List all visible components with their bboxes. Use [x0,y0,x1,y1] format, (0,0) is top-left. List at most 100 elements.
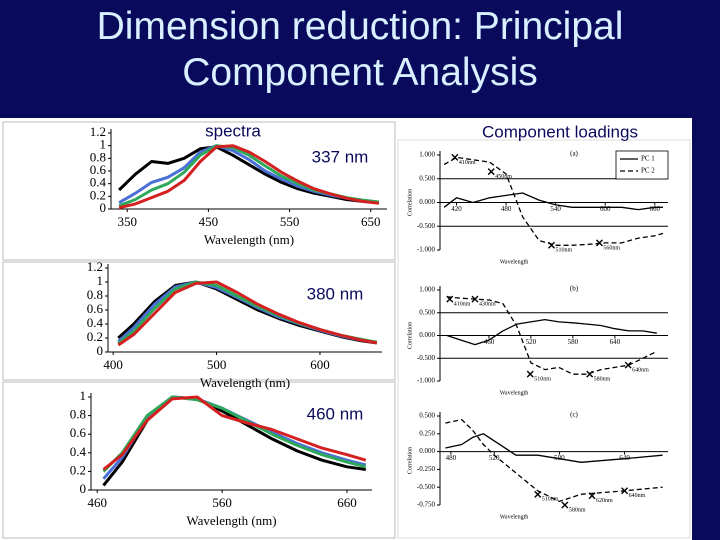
annotation: 410nm [454,301,471,307]
chart-title: (b) [570,285,579,293]
y-tick-label: -1.000 [417,377,436,385]
annotation: 580nm [594,377,611,383]
series-line [102,395,367,473]
y-tick-label: 0.000 [419,331,435,339]
slide-content: spectra 337 nm 380 nm 460 nm Component l… [0,118,692,540]
y-tick-label: 1 [97,273,104,288]
y-tick-label: 0.250 [419,429,435,437]
panel-frame [2,261,396,381]
x-tick-label: 420 [451,205,462,213]
chart-title: (c) [570,411,578,419]
x-tick-label: 400 [103,357,123,372]
series-line [117,280,378,347]
legend-label: PC 1 [641,155,655,163]
x-tick-label: 480 [446,454,457,462]
x-tick-label: 560 [212,495,232,510]
x-axis-label: Wavelength (nm) [204,232,294,247]
y-tick-label: 0 [100,200,107,215]
x-tick-label: 520 [526,338,537,346]
y-tick-label: -0.500 [417,354,436,362]
y-tick-label: 0.4 [87,315,104,330]
y-tick-label: 0.4 [90,175,107,190]
annotation-marker [621,487,629,495]
y-tick-label: 0.4 [70,444,87,459]
y-tick-label: 0.500 [419,174,435,182]
x-axis-label: Wavelength [500,390,529,396]
annotation: 640nm [632,367,649,373]
x-tick-label: 460 [87,495,107,510]
y-tick-label: 0.6 [70,425,87,440]
x-tick-label: 600 [600,205,611,213]
y-tick-label: -0.500 [417,222,436,230]
x-tick-label: 660 [337,495,357,510]
y-tick-label: 1.000 [419,286,435,294]
y-tick-label: 1 [80,388,87,403]
annotation: 410nm [459,160,476,166]
panel-frame [2,121,396,261]
x-axis-label: Wavelength (nm) [186,513,276,528]
x-tick-label: 540 [550,205,561,213]
annotation: 560nm [603,245,620,251]
y-tick-label: 0.000 [419,198,435,206]
x-tick-label: 460 [484,338,495,346]
x-tick-label: 520 [489,454,500,462]
y-tick-label: 0.8 [70,407,86,422]
y-tick-label: 0.2 [70,462,86,477]
x-tick-label: 350 [117,214,137,229]
panel-frame [397,139,691,539]
annotation-marker [471,295,479,303]
annotation-marker [595,239,603,247]
x-tick-label: 580 [568,338,579,346]
annotation-marker [446,295,454,303]
y-tick-label: 1 [100,137,107,152]
y-tick-label: 0.6 [90,162,107,177]
y-tick-label: 0.000 [419,447,435,455]
series-line [443,192,663,211]
panel-label: 337 nm [312,147,369,166]
annotation-marker [588,492,596,500]
y-tick-label: 0.2 [87,329,103,344]
annotation-marker [586,370,594,378]
series-line [443,156,664,246]
annotation-marker [548,241,556,249]
y-axis-label: Correlation [407,322,413,349]
y-tick-label: -0.250 [417,465,436,473]
annotation: 510nm [556,248,573,254]
panel-frame [2,381,396,539]
y-tick-label: 0.6 [87,301,104,316]
annotation-marker [534,490,542,498]
annotation: 620nm [596,498,613,504]
y-axis-label: Correlation [407,447,413,474]
x-tick-label: 450 [199,214,219,229]
y-tick-label: 0.8 [87,287,103,302]
x-tick-label: 480 [501,205,512,213]
panel-label: Component loadings [482,122,638,141]
series-line [445,418,663,503]
annotation: 580nm [569,507,586,513]
annotation-marker [526,370,534,378]
annotation-marker [624,361,632,369]
series-line [118,144,380,210]
series-line [102,395,367,471]
x-tick-label: 640 [610,338,621,346]
y-tick-label: 0 [97,343,104,358]
annotation: 510nm [542,497,559,503]
x-tick-label: 660 [650,205,661,213]
y-tick-label: 1.2 [87,259,103,274]
y-tick-label: 0 [80,481,87,496]
y-tick-label: 0.500 [419,308,435,316]
x-axis-label: Wavelength (nm) [200,375,290,390]
y-tick-label: 1.2 [90,124,106,139]
y-tick-label: 0.2 [90,187,106,202]
x-tick-label: 650 [361,214,381,229]
y-tick-label: -0.500 [417,483,436,491]
x-tick-label: 500 [207,357,227,372]
y-tick-label: 0.500 [419,412,435,420]
legend-box [615,150,669,180]
x-tick-label: 550 [280,214,300,229]
series-line [445,433,663,463]
panel-label: 460 nm [307,404,364,423]
y-tick-label: -1.000 [417,246,436,254]
y-tick-label: 1.000 [419,151,435,159]
y-tick-label: -0.750 [417,501,436,509]
